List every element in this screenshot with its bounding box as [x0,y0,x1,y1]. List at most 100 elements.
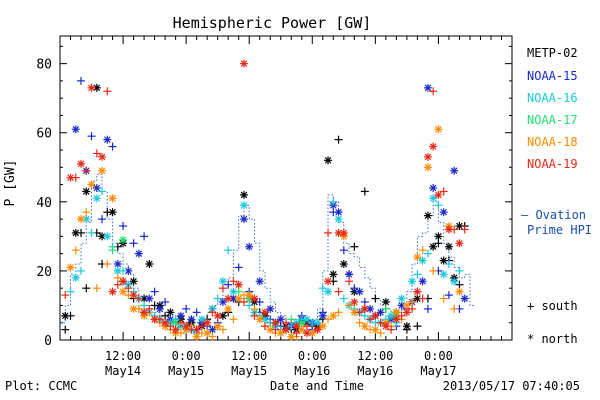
point-north [155,304,164,313]
point-south [82,208,91,217]
y-tick-label: 80 [36,58,52,73]
point-north [176,311,185,320]
point-north [402,322,411,331]
point-north [324,156,333,165]
point-north [66,263,75,272]
point-south [239,298,248,306]
legend-ovation-line2: Prime HPI [527,223,592,237]
point-north [329,270,338,279]
point-south [350,284,359,293]
legend-item: NOAA-18 [527,135,578,149]
point-north [439,256,448,265]
point-south [434,239,443,248]
point-north [381,322,390,331]
point-north [82,215,91,224]
point-south [360,311,369,320]
point-south [355,318,364,327]
point-south [434,201,443,210]
point-south [140,232,149,241]
point-north [429,184,438,192]
y-axis-label: P [GW] [3,160,18,207]
point-north [260,308,269,317]
point-south [208,332,217,341]
point-south [77,76,86,85]
x-tick-date: May15 [231,364,267,378]
point-north [334,215,343,224]
point-north [402,308,411,317]
point-south [113,280,122,289]
point-south [387,325,396,334]
point-north [113,266,122,275]
point-north [308,329,317,338]
point-south [418,294,427,303]
point-north [423,83,432,92]
point-north [450,166,459,175]
point-south [429,87,438,96]
point-north [408,277,417,286]
point-north [397,294,406,303]
point-south [381,304,390,313]
point-north [87,180,96,189]
point-north [292,322,301,331]
point-south [250,304,259,313]
point-north [218,298,227,306]
y-tick-label: 40 [36,196,52,211]
point-north [355,287,364,296]
footer-left: Plot: CCMC [5,379,77,393]
point-south [444,260,453,268]
point-south [413,322,422,331]
point-south [318,284,327,293]
point-north [282,325,290,334]
point-north [218,277,227,286]
point-north [297,318,306,327]
point-north [103,135,112,144]
point-south [108,142,117,151]
point-north [455,222,464,230]
point-south [439,187,448,196]
legend-item: NOAA-15 [527,69,578,83]
point-south [355,308,364,317]
point-north [339,260,348,268]
point-north [423,152,432,161]
y-tick-label: 60 [36,127,52,142]
point-north [129,304,138,313]
point-south [234,287,243,296]
point-north [192,325,201,334]
point-north [66,173,75,182]
point-north [313,325,322,334]
legend-series: NOAA-15 NOAA-16 NOAA-17 NOAA-18 NOAA-19 [527,69,578,171]
point-south [450,304,459,313]
point-north [119,277,128,286]
point-south [423,304,432,313]
point-south [229,277,238,286]
point-south [218,284,227,293]
point-north [460,294,469,303]
data-points [61,59,469,341]
legend-ovation-line1: — Ovation [521,208,586,222]
point-south [108,246,117,255]
point-south [176,318,185,327]
legend-south: + south [527,299,578,313]
point-north [402,301,411,310]
legend: METP-02 NOAA-15NOAA-16NOAA-17NOAA-18NOAA… [521,46,592,346]
point-south [282,318,290,327]
point-south [334,308,343,317]
chart-title: Hemispheric Power [GW] [173,14,372,32]
point-north [213,322,222,331]
point-north [171,325,180,334]
point-south [292,329,301,338]
point-south [87,228,96,237]
point-south [255,298,264,306]
point-south [218,325,227,334]
point-south [345,301,354,310]
point-north [303,329,312,338]
point-north [455,239,464,248]
point-south [429,266,438,275]
point-north [329,311,338,320]
point-south [61,291,70,300]
point-north [150,315,159,324]
point-north [61,311,70,320]
point-south [129,239,138,248]
point-north [197,315,206,324]
point-north [145,260,154,268]
